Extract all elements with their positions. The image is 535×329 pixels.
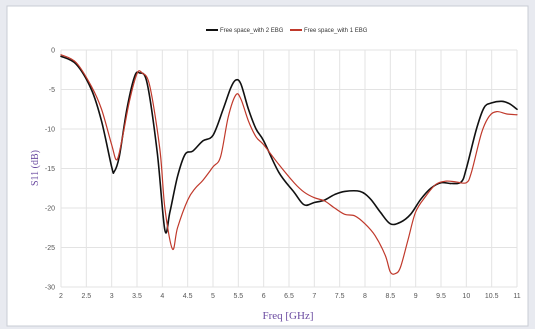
x-tick-label: 2.5 xyxy=(81,293,91,300)
x-tick-label: 5 xyxy=(211,293,215,300)
x-tick-label: 8 xyxy=(363,293,367,300)
horizontal-gridlines xyxy=(61,49,517,288)
x-tick-label: 7.5 xyxy=(335,293,345,300)
y-tick-labels: 0 -5 -10 -15 -20 -25 -30 xyxy=(45,48,55,292)
y-tick-label: -30 xyxy=(45,285,55,292)
legend-label-series-1: Free space_with 2 EBG xyxy=(220,28,284,34)
chart-panel xyxy=(6,5,529,327)
x-tick-label: 9.5 xyxy=(436,293,446,300)
x-tick-labels: 2 2.5 3 3.5 4 4.5 5 5.5 6 6.5 7 7.5 8 8.5 9 9.5 10 10.5 11 xyxy=(59,293,521,300)
x-tick-label: 4.5 xyxy=(183,293,193,300)
x-tick-label: 8.5 xyxy=(385,293,395,300)
x-tick-label: 6.5 xyxy=(284,293,294,300)
x-tick-label: 6 xyxy=(262,293,266,300)
x-tick-label: 10.5 xyxy=(485,293,499,300)
y-tick-label: -20 xyxy=(45,206,55,213)
series-lines xyxy=(60,54,518,275)
x-tick-label: 11 xyxy=(513,293,520,300)
x-tick-label: 10 xyxy=(462,293,470,300)
x-tick-label: 3.5 xyxy=(132,293,142,300)
legend-label-series-2: Free space_with 1 EBG xyxy=(304,28,368,34)
x-tick-label: 4 xyxy=(160,293,164,300)
y-tick-label: -15 xyxy=(45,166,55,173)
y-tick-label: 0 xyxy=(51,48,55,55)
series-line-1 xyxy=(60,55,518,234)
y-tick-label: -10 xyxy=(45,127,55,134)
x-axis-title: Freq [GHz] xyxy=(262,310,313,322)
y-tick-label: -25 xyxy=(45,245,55,252)
y-tick-label: -5 xyxy=(49,87,55,94)
legend: Free space_with 2 EBG Free space_with 1 … xyxy=(206,28,368,34)
x-tick-label: 3 xyxy=(110,293,114,300)
y-axis-title: S11 (dB) xyxy=(30,150,41,186)
x-tick-label: 2 xyxy=(59,293,63,300)
x-tick-label: 7 xyxy=(312,293,316,300)
x-tick-label: 9 xyxy=(414,293,418,300)
series-line-2 xyxy=(60,54,518,275)
x-tick-label: 5.5 xyxy=(233,293,243,300)
